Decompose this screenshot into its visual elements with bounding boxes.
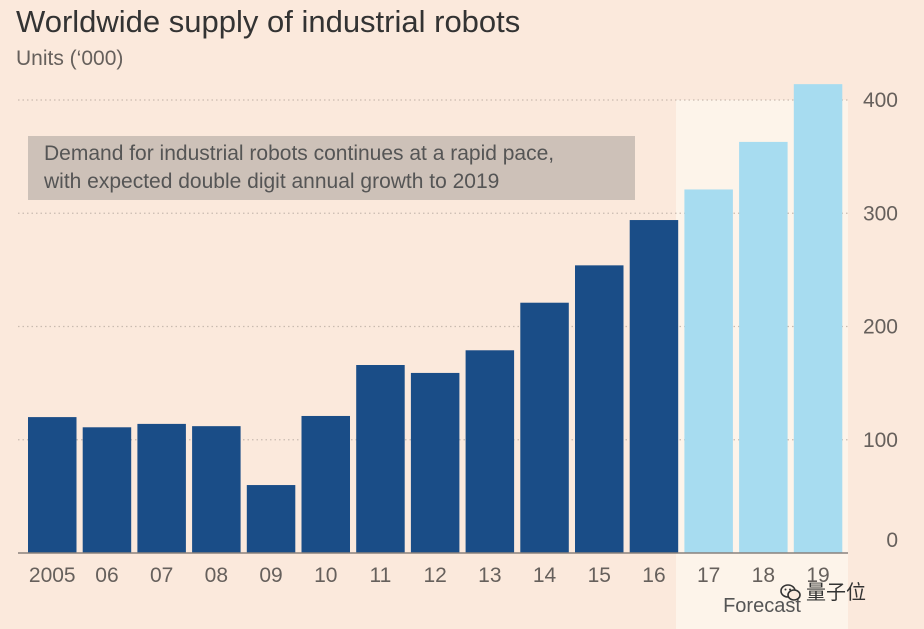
- bar-08: [192, 426, 241, 553]
- annotation: Demand for industrial robots continues a…: [28, 136, 635, 200]
- chart-subtitle: Units (‘000): [16, 47, 124, 70]
- bar-18: [739, 141, 788, 553]
- forecast-label: Forecast: [723, 595, 801, 617]
- chart-title: Worldwide supply of industrial robots: [16, 4, 521, 39]
- x-tick-label: 08: [205, 564, 228, 587]
- x-tick-label: 14: [533, 564, 557, 587]
- watermark-text: 量子位: [806, 580, 866, 604]
- y-tick-label: 200: [863, 316, 898, 339]
- bar-06: [82, 427, 132, 553]
- x-tick-label: 06: [95, 564, 118, 587]
- annotation-line-1: Demand for industrial robots continues a…: [44, 142, 554, 165]
- wechat-icon: [780, 583, 801, 601]
- bar-07: [137, 423, 186, 553]
- bar-15: [575, 265, 624, 553]
- x-tick-label: 13: [478, 564, 501, 587]
- x-tick-label: 15: [588, 564, 611, 587]
- x-tick-label: 11: [370, 564, 392, 587]
- y-tick-label: 300: [863, 202, 898, 225]
- x-tick-label: 10: [314, 564, 337, 587]
- x-tick-label: 09: [259, 564, 282, 587]
- y-tick-label: 400: [863, 89, 898, 112]
- x-tick-label: 16: [642, 564, 665, 587]
- x-tick-label: 17: [697, 564, 720, 587]
- y-tick-label: 100: [863, 429, 898, 452]
- bar-12: [410, 372, 460, 553]
- y-tick-label: 0: [886, 529, 898, 552]
- x-axis-ticks: 2005 06 07 08 09 10 11 12 13 14 15 16 17 18 19: [29, 564, 830, 587]
- x-tick-label: 12: [423, 564, 446, 587]
- bar-19: [793, 84, 843, 554]
- bar-16: [629, 220, 679, 554]
- y-axis-ticks: 0 100 200 300 400: [863, 89, 898, 552]
- bar-09: [246, 485, 296, 553]
- bar-2005: [28, 417, 77, 553]
- x-tick-label: 2005: [29, 564, 76, 587]
- watermark: 量子位: [780, 576, 866, 605]
- bar-10: [301, 415, 350, 553]
- bar-13: [465, 350, 515, 553]
- x-tick-label: 18: [752, 564, 775, 587]
- x-tick-label: 07: [150, 564, 173, 587]
- bar-14: [520, 302, 569, 553]
- annotation-line-2: with expected double digit annual growth…: [43, 170, 499, 193]
- bar-17: [684, 189, 733, 553]
- annotation-box: [28, 136, 635, 200]
- x-tick-label: 19: [806, 564, 829, 587]
- bar-11: [356, 365, 405, 553]
- bars: [28, 84, 843, 554]
